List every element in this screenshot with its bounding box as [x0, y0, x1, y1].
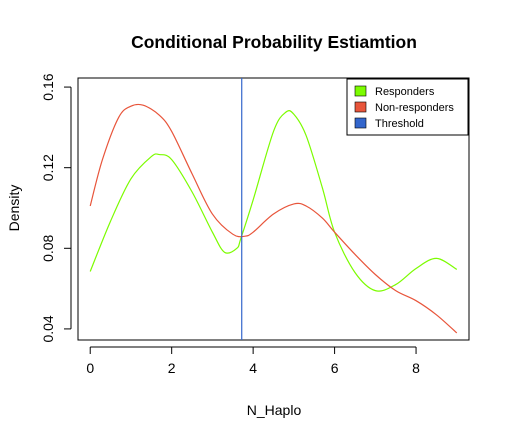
y-tick-label: 0.16 — [40, 73, 56, 100]
y-tick-label: 0.08 — [40, 234, 56, 261]
y-axis: 0.04 0.08 0.12 0.16 — [40, 73, 72, 343]
responders-curve — [89, 110, 458, 292]
x-tick-label: 6 — [331, 360, 339, 376]
legend-label-responders: Responders — [375, 86, 435, 98]
x-axis-label: N_Haplo — [247, 402, 302, 418]
plot-box — [77, 77, 470, 341]
x-tick-label: 8 — [412, 360, 420, 376]
non-responders-curve — [89, 103, 458, 334]
y-axis-label: Density — [6, 185, 22, 232]
curves — [89, 78, 458, 340]
legend-swatch-responders — [354, 85, 367, 97]
y-tick-label: 0.04 — [40, 315, 56, 342]
legend: Responders Non-responders Threshold — [346, 78, 469, 136]
x-tick-label: 2 — [168, 360, 176, 376]
legend-swatch-non-responders — [354, 101, 367, 113]
x-axis: 0 2 4 6 8 — [86, 346, 420, 376]
legend-swatch-threshold — [354, 117, 367, 129]
x-tick-label: 4 — [249, 360, 257, 376]
legend-box — [346, 78, 469, 136]
legend-label-non-responders: Non-responders — [375, 102, 454, 114]
x-tick-label: 0 — [86, 360, 94, 376]
y-tick-label: 0.12 — [40, 154, 56, 181]
legend-label-threshold: Threshold — [375, 118, 424, 130]
chart-title: Conditional Probability Estiamtion — [131, 32, 417, 52]
